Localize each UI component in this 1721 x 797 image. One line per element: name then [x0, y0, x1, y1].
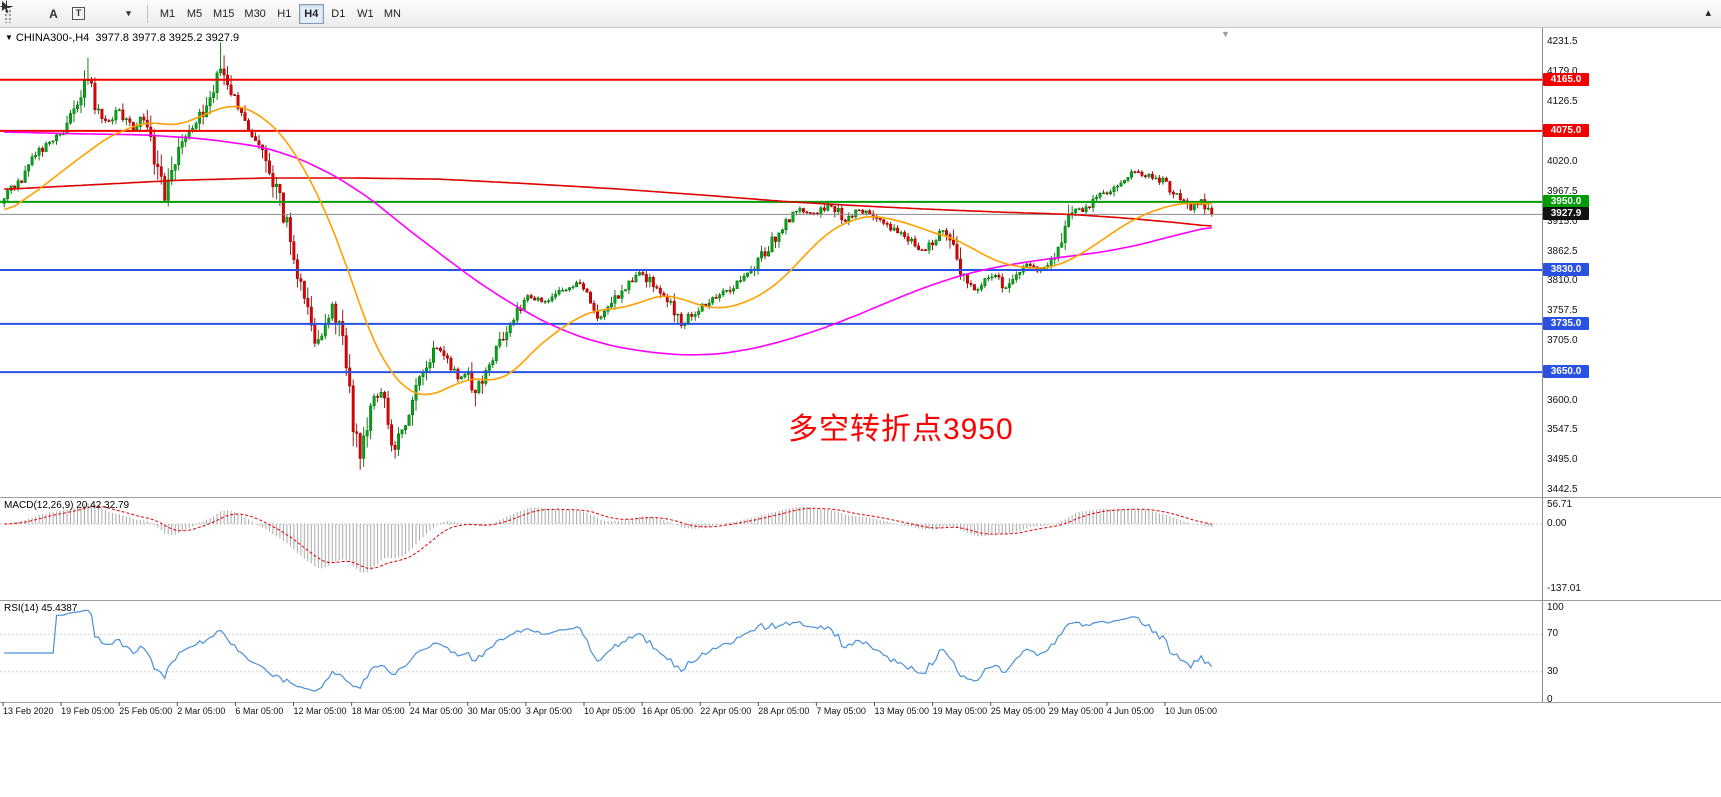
rsi-title: RSI(14) — [4, 603, 39, 614]
date-label: 10 Apr 05:00 — [584, 706, 636, 716]
annotation-text[interactable]: 多空转折点3950 — [788, 413, 1014, 446]
macd-signal-line — [4, 505, 1212, 569]
price-tick-label: 3915.0 — [1547, 215, 1578, 227]
price-tick-label: 3967.5 — [1547, 185, 1578, 197]
price-level-badge: 4165.0 — [1543, 72, 1589, 86]
tf-button-M30[interactable]: M30 — [240, 4, 269, 24]
date-label: 3 Apr 05:00 — [525, 706, 572, 716]
date-label: 24 Mar 05:00 — [409, 706, 463, 716]
price-tick-label: 3600.0 — [1547, 394, 1578, 406]
price-level-badge: 3830.0 — [1543, 262, 1589, 276]
price-tick-label: 3862.5 — [1547, 245, 1578, 257]
price-level-badge: 3735.0 — [1543, 316, 1589, 330]
price-level-badge: 4075.0 — [1543, 123, 1589, 137]
rsi-tick-label: 30 — [1547, 665, 1559, 677]
toolbar: A T ▾ M1 M5 M15 M30 H1 H4 D1 W1 MN ▴ — [0, 0, 1721, 28]
tools-dropdown-button[interactable]: ▾ — [117, 3, 140, 25]
letter-a-icon: A — [49, 6, 58, 21]
ohlc-text: 3977.8 3977.8 3925.2 3927.9 — [95, 32, 240, 44]
date-label: 22 Apr 05:00 — [700, 706, 752, 716]
date-label: 7 May 05:00 — [816, 706, 866, 716]
date-label: 25 Feb 05:00 — [119, 706, 173, 716]
toolbar-grip-handle[interactable] — [4, 4, 11, 23]
crosshair-icon — [0, 0, 13, 13]
cursor-tool-button[interactable] — [2, 1, 40, 25]
timeframe-toolbar: M1 M5 M15 M30 H1 H4 D1 W1 MN — [154, 3, 406, 24]
tf-button-M5[interactable]: M5 — [182, 4, 207, 24]
price-tick-label: 4126.5 — [1547, 95, 1578, 107]
current-price-badge: 3927.9 — [1543, 207, 1589, 221]
tf-button-M1[interactable]: M1 — [155, 4, 180, 24]
rsi-line — [4, 609, 1213, 692]
price-tick-label: 3442.5 — [1547, 483, 1578, 495]
price-tick-label: 4020.0 — [1547, 156, 1578, 168]
date-label: 13 Feb 2020 — [3, 706, 54, 716]
macd-tick-label: -137.01 — [1547, 582, 1581, 594]
chart-symbol-label: ▼ CHINA300-,H4 3977.8 3977.8 3925.2 3927.… — [5, 32, 239, 44]
chart-shift-marker-icon[interactable]: ▼ — [1221, 29, 1230, 39]
date-label: 19 Feb 05:00 — [61, 706, 115, 716]
toolbar-separator — [147, 4, 148, 23]
price-tick-label: 3757.5 — [1547, 305, 1578, 317]
price-tick-label: 3547.5 — [1547, 424, 1578, 436]
tf-button-M15[interactable]: M15 — [209, 4, 238, 24]
macd-title: MACD(12,26,9) — [4, 500, 74, 511]
date-label: 10 Jun 05:00 — [1165, 706, 1218, 716]
dock-arrow-icon[interactable]: ▴ — [1705, 7, 1711, 19]
ma-fast-line — [3, 105, 1212, 396]
macd-panel — [0, 503, 1542, 573]
date-label: 16 Apr 05:00 — [642, 706, 694, 716]
rsi-tick-label: 70 — [1547, 628, 1559, 640]
symbol-timeframe-text: CHINA300-,H4 — [15, 32, 90, 44]
date-label: 18 Mar 05:00 — [351, 706, 405, 716]
tf-button-D1[interactable]: D1 — [326, 4, 351, 24]
date-label: 12 Mar 05:00 — [293, 706, 347, 716]
chevron-down-icon: ▾ — [126, 8, 131, 18]
price-tick-label: 3705.0 — [1547, 334, 1578, 346]
textbox-icon: T — [72, 7, 85, 20]
rsi-panel — [0, 609, 1542, 692]
rsi-label: RSI(14) 45.4387 — [4, 603, 77, 614]
rsi-value: 45.4387 — [41, 603, 78, 614]
ma-slow-line — [4, 177, 1212, 227]
macd-values: 20.42 32.79 — [76, 500, 130, 511]
tf-button-H1[interactable]: H1 — [272, 4, 297, 24]
text-tool-button[interactable]: A — [42, 3, 65, 25]
date-label: 13 May 05:00 — [874, 706, 930, 716]
price-tick-label: 4231.5 — [1547, 36, 1578, 48]
price-tick-label: 3495.0 — [1547, 454, 1578, 466]
rsi-tick-label: 100 — [1547, 602, 1564, 613]
macd-label: MACD(12,26,9) 20.42 32.79 — [4, 500, 129, 511]
macd-tick-label: 0.00 — [1547, 518, 1567, 529]
rsi-tick-label: 0 — [1547, 694, 1553, 705]
date-label: 25 May 05:00 — [990, 706, 1046, 716]
tf-button-MN[interactable]: MN — [380, 4, 405, 24]
textbox-tool-button[interactable]: T — [67, 3, 90, 25]
date-label: 29 May 05:00 — [1048, 706, 1104, 716]
one-click-expander-icon[interactable]: ▼ — [5, 33, 13, 42]
tf-button-W1[interactable]: W1 — [353, 4, 378, 24]
ma-medium-line — [4, 131, 1212, 356]
price-tick-label: 4179.0 — [1547, 65, 1578, 77]
price-level-badge: 3950.0 — [1543, 194, 1589, 208]
date-label: 2 Mar 05:00 — [177, 706, 226, 716]
tf-button-H4[interactable]: H4 — [298, 3, 324, 24]
macd-tick-label: 56.71 — [1547, 499, 1573, 510]
price-level-badge: 3650.0 — [1543, 365, 1589, 379]
date-label: 19 May 05:00 — [932, 706, 988, 716]
date-label: 6 Mar 05:00 — [235, 706, 284, 716]
crosshair-tool-button[interactable] — [0, 0, 115, 25]
price-tick-label: 3810.0 — [1547, 275, 1578, 287]
candles-layer — [2, 42, 1214, 470]
date-label: 28 Apr 05:00 — [758, 706, 810, 716]
date-label: 4 Jun 05:00 — [1106, 706, 1154, 716]
ma-overlays — [3, 105, 1212, 396]
date-label: 30 Mar 05:00 — [467, 706, 521, 716]
